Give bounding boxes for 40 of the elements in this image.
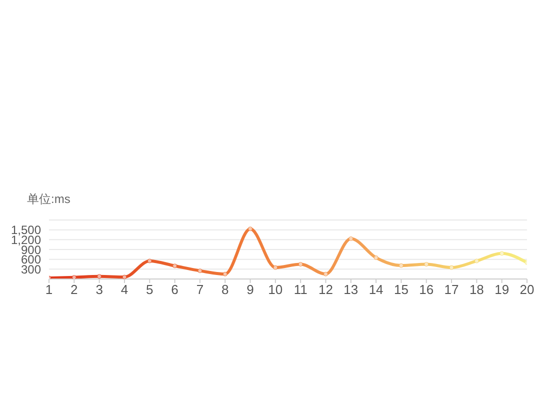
x-tick-label: 4 (120, 282, 128, 298)
point (398, 263, 404, 268)
x-tick-label: 1 (45, 282, 53, 298)
point (97, 274, 102, 279)
point (424, 262, 429, 266)
x-tick-label: 13 (344, 282, 358, 298)
x-tick-label: 5 (146, 282, 154, 298)
x-tick-label: 6 (171, 282, 178, 298)
x-tick-label: 17 (444, 282, 459, 298)
point (122, 274, 127, 279)
x-tick-label: 16 (419, 282, 434, 298)
point (72, 275, 76, 279)
point (348, 236, 354, 241)
x-tick-label: 10 (268, 282, 283, 298)
x-tick-label: 15 (394, 282, 408, 298)
point (374, 255, 378, 260)
x-tick-label: 2 (70, 282, 78, 298)
point (147, 258, 152, 264)
point (323, 272, 328, 276)
x-tick-label: 11 (294, 282, 308, 298)
x-tick-label: 7 (196, 282, 204, 298)
x-tick-label: 19 (494, 282, 510, 298)
x-tick-label: 9 (246, 282, 254, 298)
point (273, 265, 278, 270)
x-tick-label: 14 (368, 282, 384, 298)
point (449, 265, 454, 270)
x-tick-label: 12 (318, 282, 333, 298)
point (198, 268, 202, 274)
point (298, 262, 303, 266)
point (172, 264, 178, 268)
y-axis-title: 单位:ms (27, 192, 70, 206)
x-tick-label: 18 (469, 282, 484, 298)
x-tick-label: 3 (96, 282, 103, 298)
y-tick-label: 300 (20, 262, 42, 276)
x-tick-label: 8 (221, 282, 229, 298)
point (248, 226, 253, 232)
point (500, 251, 504, 256)
x-tick-label: 20 (520, 282, 534, 298)
point (474, 258, 479, 264)
point (222, 272, 228, 276)
